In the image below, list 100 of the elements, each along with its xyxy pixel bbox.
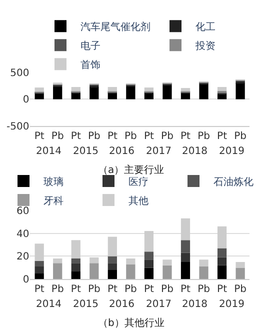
- text: 2015: [73, 299, 98, 310]
- bar: [126, 258, 136, 264]
- bar: [71, 86, 80, 92]
- bar: [180, 252, 190, 262]
- bar: [217, 257, 227, 266]
- x-tick-label: Pt: [180, 130, 191, 142]
- bar: [108, 270, 117, 280]
- bar: [217, 265, 227, 280]
- x-tick-label: Pb: [234, 130, 247, 142]
- x-axis-title: （a）主要行业: [98, 164, 164, 176]
- bar: [126, 86, 136, 100]
- x-tick-label: Pb: [88, 284, 100, 296]
- x-tick-label: Pb: [161, 284, 174, 296]
- x-axis-title: （b）其他行业: [98, 317, 164, 329]
- bar: [90, 257, 99, 264]
- text: 2017: [146, 299, 172, 310]
- legend-label: 汽车尾气催化剂: [80, 20, 150, 33]
- bar: [199, 266, 208, 280]
- x-tick-label: Pt: [34, 284, 44, 296]
- legend-label: 牙科: [44, 194, 64, 207]
- y-tick-label: 20: [16, 252, 30, 263]
- bar: [236, 268, 245, 280]
- x-tick-label: Pt: [217, 130, 228, 142]
- x-tick-label: Pb: [124, 130, 137, 142]
- bar: [34, 266, 44, 274]
- bar: [199, 260, 208, 267]
- bar: [199, 84, 208, 100]
- x-tick-label: Pt: [34, 130, 44, 142]
- bar: [34, 93, 44, 100]
- bar: [180, 240, 190, 253]
- bar: [144, 268, 154, 280]
- legend-label: 电子: [80, 40, 100, 52]
- x-tick-label: Pb: [88, 130, 100, 142]
- bar: [71, 240, 80, 259]
- x-tick-label: Pt: [144, 130, 154, 142]
- bar: [34, 260, 44, 267]
- legend-label: 石油炼化: [214, 176, 254, 188]
- bar: [236, 82, 245, 100]
- bar: [144, 260, 154, 268]
- bar: [34, 244, 44, 261]
- x-tick-label: Pb: [124, 284, 137, 296]
- legend-label: 医疗: [128, 176, 148, 188]
- y-tick-label: 500: [10, 68, 30, 80]
- text: 2016: [109, 146, 134, 157]
- bar: [144, 230, 154, 252]
- y-tick-label: 60: [16, 206, 30, 217]
- x-tick-label: Pb: [198, 284, 210, 296]
- x-tick-label: Pt: [107, 284, 118, 296]
- x-tick-label: Pb: [198, 130, 210, 142]
- text: 2015: [73, 146, 98, 157]
- bar: [53, 263, 62, 280]
- text: 2018: [182, 146, 208, 157]
- bar: [126, 264, 136, 280]
- legend-label: 首饰: [80, 58, 100, 71]
- x-tick-label: Pt: [144, 284, 154, 296]
- x-tick-label: Pt: [107, 130, 118, 142]
- bar: [53, 258, 62, 264]
- bar: [217, 226, 227, 248]
- bar: [180, 262, 190, 280]
- bar: [71, 258, 80, 264]
- bar: [71, 271, 80, 280]
- bar: [90, 86, 99, 100]
- text: 2014: [36, 299, 62, 310]
- legend-label: 化工: [196, 20, 216, 33]
- text: 2017: [146, 146, 172, 157]
- x-tick-label: Pb: [234, 284, 247, 296]
- bar: [90, 263, 99, 280]
- bar: [236, 262, 245, 268]
- legend-label: 其他: [128, 194, 148, 207]
- legend-label: 玻璃: [44, 176, 64, 188]
- x-tick-label: Pb: [161, 130, 174, 142]
- x-tick-label: Pt: [70, 284, 81, 296]
- text: 2019: [219, 299, 244, 310]
- text: 2019: [219, 146, 244, 157]
- x-tick-label: Pt: [70, 130, 81, 142]
- bar: [180, 88, 190, 92]
- bar: [162, 260, 172, 266]
- bar: [108, 86, 117, 92]
- y-tick-label: 0: [22, 274, 30, 286]
- y-tick-label: -500: [6, 121, 30, 132]
- bar: [108, 263, 117, 270]
- x-tick-label: Pt: [180, 284, 191, 296]
- bar: [53, 86, 62, 100]
- bar: [144, 252, 154, 260]
- bar: [217, 248, 227, 258]
- x-tick-label: Pt: [217, 284, 228, 296]
- x-tick-label: Pb: [51, 284, 64, 296]
- bar: [34, 88, 44, 92]
- bar: [180, 218, 190, 240]
- bar: [71, 263, 80, 272]
- bar: [34, 273, 44, 280]
- y-tick-label: 0: [22, 94, 30, 106]
- legend-label: 投资: [194, 40, 216, 52]
- bar: [108, 256, 117, 264]
- bar: [217, 86, 227, 91]
- text: 2016: [109, 299, 134, 310]
- bar: [144, 88, 154, 92]
- x-tick-label: Pb: [51, 130, 64, 142]
- bar: [162, 265, 172, 280]
- text: 2014: [36, 146, 62, 157]
